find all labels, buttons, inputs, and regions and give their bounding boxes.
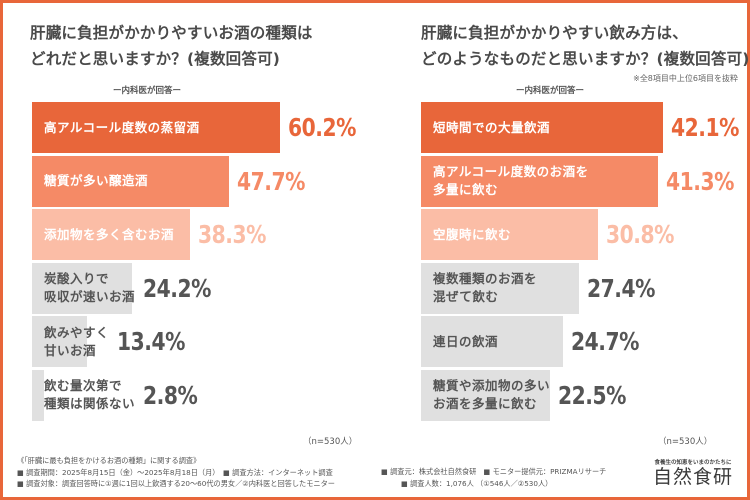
survey-target: ■ 調査対象：調査回答時に①週に1回以上飲酒する20～60代の男女／②内科医と回… bbox=[17, 479, 335, 488]
respondent-label: ー内科医が回答ー bbox=[516, 86, 585, 96]
bar bbox=[421, 369, 551, 421]
bar-category-label: 短時間での大量飲酒 bbox=[433, 119, 551, 135]
bar-category-label: 空腹時に飲む bbox=[433, 226, 512, 242]
survey-footer-right: ■ 調査元：株式会社自然食研 ■ モニター提供元：PRIZMAリサーチ ■ 調査… bbox=[381, 466, 606, 489]
bar bbox=[32, 316, 88, 367]
bar bbox=[421, 316, 563, 367]
bar-value-label: 22.5% bbox=[558, 380, 627, 410]
bar-category-label: 高アルコール度数の蒸留酒 bbox=[44, 119, 200, 135]
chart-title-line-2: どのようなものだと思いますか？(複数回答可) bbox=[421, 50, 750, 68]
bar bbox=[32, 155, 229, 207]
bar-value-label: 2.8% bbox=[143, 380, 198, 410]
survey-count: ■ 調査人数：1,076人 （①546人／②530人） bbox=[401, 478, 553, 488]
bar bbox=[421, 262, 579, 314]
brand-logo: 食養生の知恵をいまのかたちに 自然食研 bbox=[653, 458, 733, 488]
bar-category-label: 連日の飲酒 bbox=[433, 333, 499, 349]
chart-title-line-1: 肝臓に負担がかかりやすい飲み方は、 bbox=[421, 24, 688, 42]
bar-value-label: 47.7% bbox=[236, 166, 305, 196]
bar-category-label: 添加物を多く含むお酒 bbox=[44, 226, 175, 242]
brand-tagline: 食養生の知恵をいまのかたちに bbox=[654, 460, 732, 466]
chart-title: 肝臓に負担がかかりやすい飲み方は、 どのようなものだと思いますか？(複数回答可) bbox=[421, 20, 750, 72]
survey-footer: 《「肝臓に最も負担をかけるお酒の種類」に関する調査》 ■ 調査期間：2025年8… bbox=[17, 455, 335, 490]
bar-value-label: 38.3% bbox=[197, 220, 266, 249]
bar-value-label: 41.3% bbox=[666, 166, 735, 196]
survey-title: 《「肝臓に最も負担をかけるお酒の種類」に関する調査》 bbox=[17, 456, 201, 465]
bar-value-label: 24.7% bbox=[570, 327, 639, 356]
chart-title-line-1: 肝臓に負担がかかりやすいお酒の種類は bbox=[30, 24, 313, 42]
bar-category-label: 炭酸入りで 吸収が速いお酒 bbox=[44, 271, 136, 304]
bar-value-label: 60.2% bbox=[288, 113, 356, 142]
bar-value-label: 27.4% bbox=[586, 273, 655, 303]
bar bbox=[32, 369, 44, 421]
bar-value-label: 24.2% bbox=[143, 273, 211, 303]
respondent-label: ー内科医が回答ー bbox=[113, 86, 182, 96]
sample-size-label: （n=530人） bbox=[303, 437, 358, 447]
excerpt-note: ※全8項目中上位6項目を抜粋 bbox=[633, 74, 738, 83]
chart-title-line-2: どれだと思いますか？(複数回答可) bbox=[30, 50, 281, 68]
bar bbox=[421, 209, 599, 260]
survey-period: ■ 調査期間：2025年8月15日（金）～2025年8月18日（月） ■ 調査方… bbox=[17, 467, 333, 477]
sample-size-label: （n=530人） bbox=[658, 437, 713, 447]
chart-title: 肝臓に負担がかかりやすいお酒の種類は どれだと思いますか？(複数回答可) bbox=[30, 20, 313, 72]
bar-category-label: 飲む量次第で 種類は関係ない bbox=[44, 378, 136, 411]
chart-panel-drinking-habits: 肝臓に負担がかかりやすい飲み方は、 どのようなものだと思いますか？(複数回答可)… bbox=[378, 3, 750, 447]
bar bbox=[32, 102, 280, 153]
bar bbox=[32, 262, 132, 314]
bar-value-label: 30.8% bbox=[606, 220, 675, 249]
bar-value-label: 13.4% bbox=[117, 327, 185, 356]
bar-category-label: 糖質や添加物の多い お酒を多量に飲む bbox=[433, 378, 551, 411]
bar-category-label: 高アルコール度数のお酒を 多量に飲む bbox=[433, 164, 589, 197]
brand-name: 自然食研 bbox=[652, 466, 733, 488]
bar bbox=[421, 155, 659, 207]
bar bbox=[32, 209, 190, 260]
bar-value-label: 42.1% bbox=[671, 113, 739, 142]
bar-category-label: 飲みやすく 甘いお酒 bbox=[44, 324, 110, 358]
chart-panel-alcohol-types: 肝臓に負担がかかりやすいお酒の種類は どれだと思いますか？(複数回答可) ー内科… bbox=[3, 3, 378, 447]
bar bbox=[421, 102, 663, 153]
bar-category-label: 複数種類のお酒を 混ぜて飲む bbox=[433, 271, 538, 304]
survey-source: ■ 調査元：株式会社自然食研 ■ モニター提供元：PRIZMAリサーチ bbox=[381, 467, 607, 476]
bar-category-label: 糖質が多い醸造酒 bbox=[44, 173, 149, 188]
